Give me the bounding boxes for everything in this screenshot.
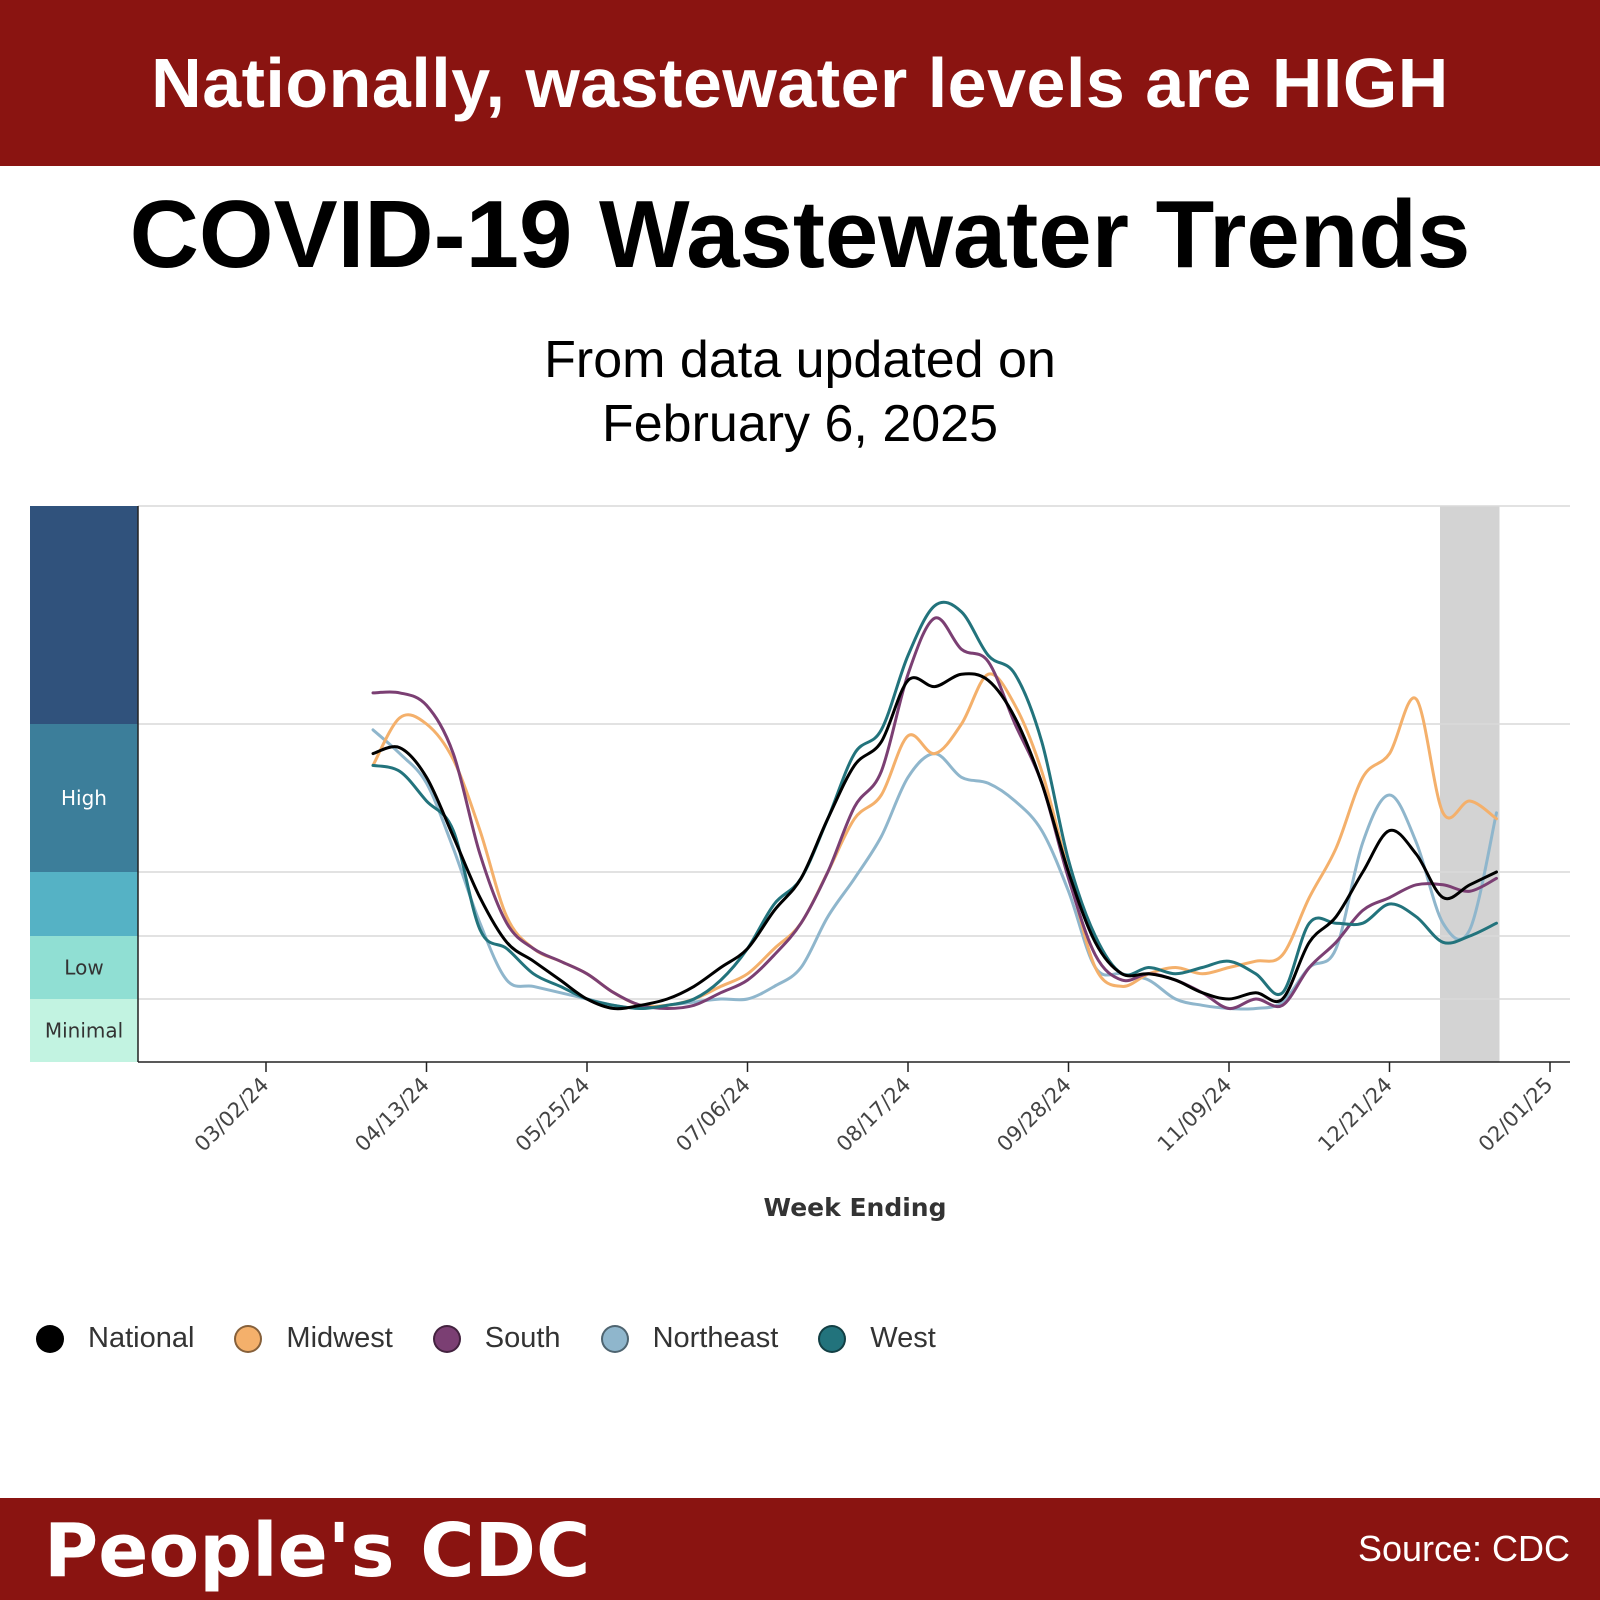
chart-legend: National Midwest South Northeast West <box>36 1322 976 1355</box>
level-band-high <box>30 724 138 872</box>
chart-title: COVID-19 Wastewater Trends <box>129 181 1471 288</box>
x-tick-label: 12/21/24 <box>1313 1073 1397 1157</box>
legend-item-west: West <box>818 1322 936 1355</box>
legend-label-national: National <box>88 1322 195 1354</box>
x-tick-label: 08/17/24 <box>832 1073 916 1157</box>
update-date: February 6, 2025 <box>601 395 999 453</box>
level-band-minimal <box>30 999 138 1062</box>
headline-banner: Nationally, wastewater levels are HIGH <box>0 0 1600 166</box>
series-line-west <box>371 600 1498 1010</box>
level-band-moderate <box>30 872 138 936</box>
x-tick-label: 02/01/25 <box>1474 1073 1558 1157</box>
legend-item-northeast: Northeast <box>600 1322 779 1355</box>
legend-swatch-west <box>818 1324 847 1353</box>
wastewater-line-chart: High Low Minimal 03/02/24 04/13/24 05/25/24 07… <box>30 505 1570 1222</box>
update-note-line1: From data updated on <box>544 331 1056 389</box>
legend-swatch-south <box>432 1324 461 1353</box>
incomplete-data-shading <box>1440 506 1500 1062</box>
level-band-very-high <box>30 506 138 724</box>
legend-label-midwest: Midwest <box>286 1322 393 1354</box>
headline-text: Nationally, wastewater levels are HIGH <box>151 44 1449 122</box>
level-label-low: Low <box>64 956 103 980</box>
legend-label-northeast: Northeast <box>652 1322 779 1354</box>
series-line-south <box>371 616 1498 1011</box>
level-band-low <box>30 936 138 999</box>
x-axis-title: Week Ending <box>764 1193 947 1222</box>
legend-item-south: South <box>432 1322 561 1355</box>
legend-label-west: West <box>870 1322 936 1354</box>
x-tick-label: 04/13/24 <box>350 1073 434 1157</box>
update-note: From data updated on February 6, 2025 <box>0 328 1600 456</box>
x-tick-label: 07/06/24 <box>671 1073 755 1157</box>
brand-logo-text: People's CDC <box>44 1508 591 1594</box>
legend-item-national: National <box>36 1322 194 1355</box>
x-tick-label: 11/09/24 <box>1153 1073 1237 1157</box>
x-tick-label: 09/28/24 <box>992 1073 1076 1157</box>
legend-swatch-midwest <box>234 1324 263 1353</box>
series-line-northeast <box>371 728 1498 1011</box>
level-label-high: High <box>61 786 107 810</box>
footer-banner: People's CDC Source: CDC <box>0 1498 1600 1600</box>
legend-item-midwest: Midwest <box>234 1322 393 1355</box>
x-tick-label: 03/02/24 <box>190 1073 274 1157</box>
x-tick-label: 05/25/24 <box>511 1073 595 1157</box>
legend-swatch-national <box>36 1324 64 1353</box>
source-note: Source: CDC <box>1357 1528 1570 1569</box>
series-line-national <box>371 672 1498 1011</box>
legend-label-south: South <box>484 1322 561 1354</box>
level-label-minimal: Minimal <box>45 1019 123 1043</box>
legend-swatch-northeast <box>600 1324 629 1353</box>
